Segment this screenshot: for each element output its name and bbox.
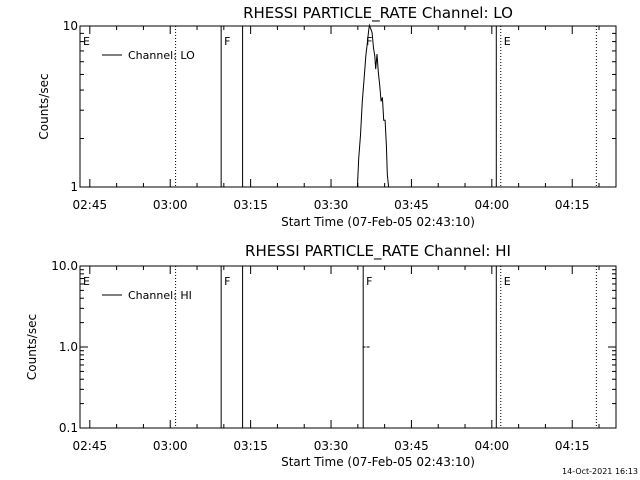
event-marker-label: F <box>224 35 230 48</box>
x-tick-label: 02:45 <box>73 198 108 212</box>
x-axis-label: Start Time (07-Feb-05 02:43:10) <box>281 215 475 229</box>
x-tick-label: 03:00 <box>153 439 188 453</box>
event-marker-label: F <box>366 35 372 48</box>
x-tick-label: 03:30 <box>314 439 349 453</box>
chart-title: RHESSI PARTICLE_RATE Channel: LO <box>243 4 513 23</box>
y-axis-label: Counts/sec <box>37 73 51 139</box>
x-tick-label: 03:30 <box>314 198 349 212</box>
y-axis-label: Counts/sec <box>25 314 39 380</box>
event-marker-label: E <box>83 35 90 48</box>
timestamp-stamp: 14-Oct-2021 16:13 <box>562 467 638 476</box>
y-tick-label: 1.0 <box>59 340 78 354</box>
event-marker-label: F <box>224 275 230 288</box>
x-tick-label: 04:00 <box>475 198 510 212</box>
y-tick-label: 1 <box>70 180 78 194</box>
legend-label: Channel: LO <box>128 49 195 62</box>
y-tick-label: 10.0 <box>51 259 78 273</box>
x-axis-label: Start Time (07-Feb-05 02:43:10) <box>281 455 475 469</box>
y-tick-label: 0.1 <box>59 421 78 435</box>
event-marker-label: E <box>83 275 90 288</box>
lo-channel-panel: RHESSI PARTICLE_RATE Channel: LO 02:45 03:… <box>37 4 617 229</box>
chart-title: RHESSI PARTICLE_RATE Channel: HI <box>245 242 511 261</box>
event-marker-label: E <box>504 35 511 48</box>
x-tick-label: 04:15 <box>555 439 590 453</box>
x-tick-label: 03:15 <box>233 198 268 212</box>
event-marker-label: F <box>366 275 372 288</box>
x-tick-label: 02:45 <box>73 439 108 453</box>
x-tick-label: 03:00 <box>153 198 188 212</box>
x-tick-label: 03:45 <box>394 198 429 212</box>
x-tick-label: 03:45 <box>394 439 429 453</box>
series-line <box>356 23 390 188</box>
legend-label: Channel: HI <box>128 289 192 302</box>
x-tick-label: 04:00 <box>475 439 510 453</box>
x-tick-label: 03:15 <box>233 439 268 453</box>
event-marker-label: E <box>504 275 511 288</box>
hi-channel-panel: RHESSI PARTICLE_RATE Channel: HI 02:45 03:… <box>25 242 617 469</box>
y-tick-label: 10 <box>63 19 78 33</box>
x-tick-label: 04:15 <box>555 198 590 212</box>
